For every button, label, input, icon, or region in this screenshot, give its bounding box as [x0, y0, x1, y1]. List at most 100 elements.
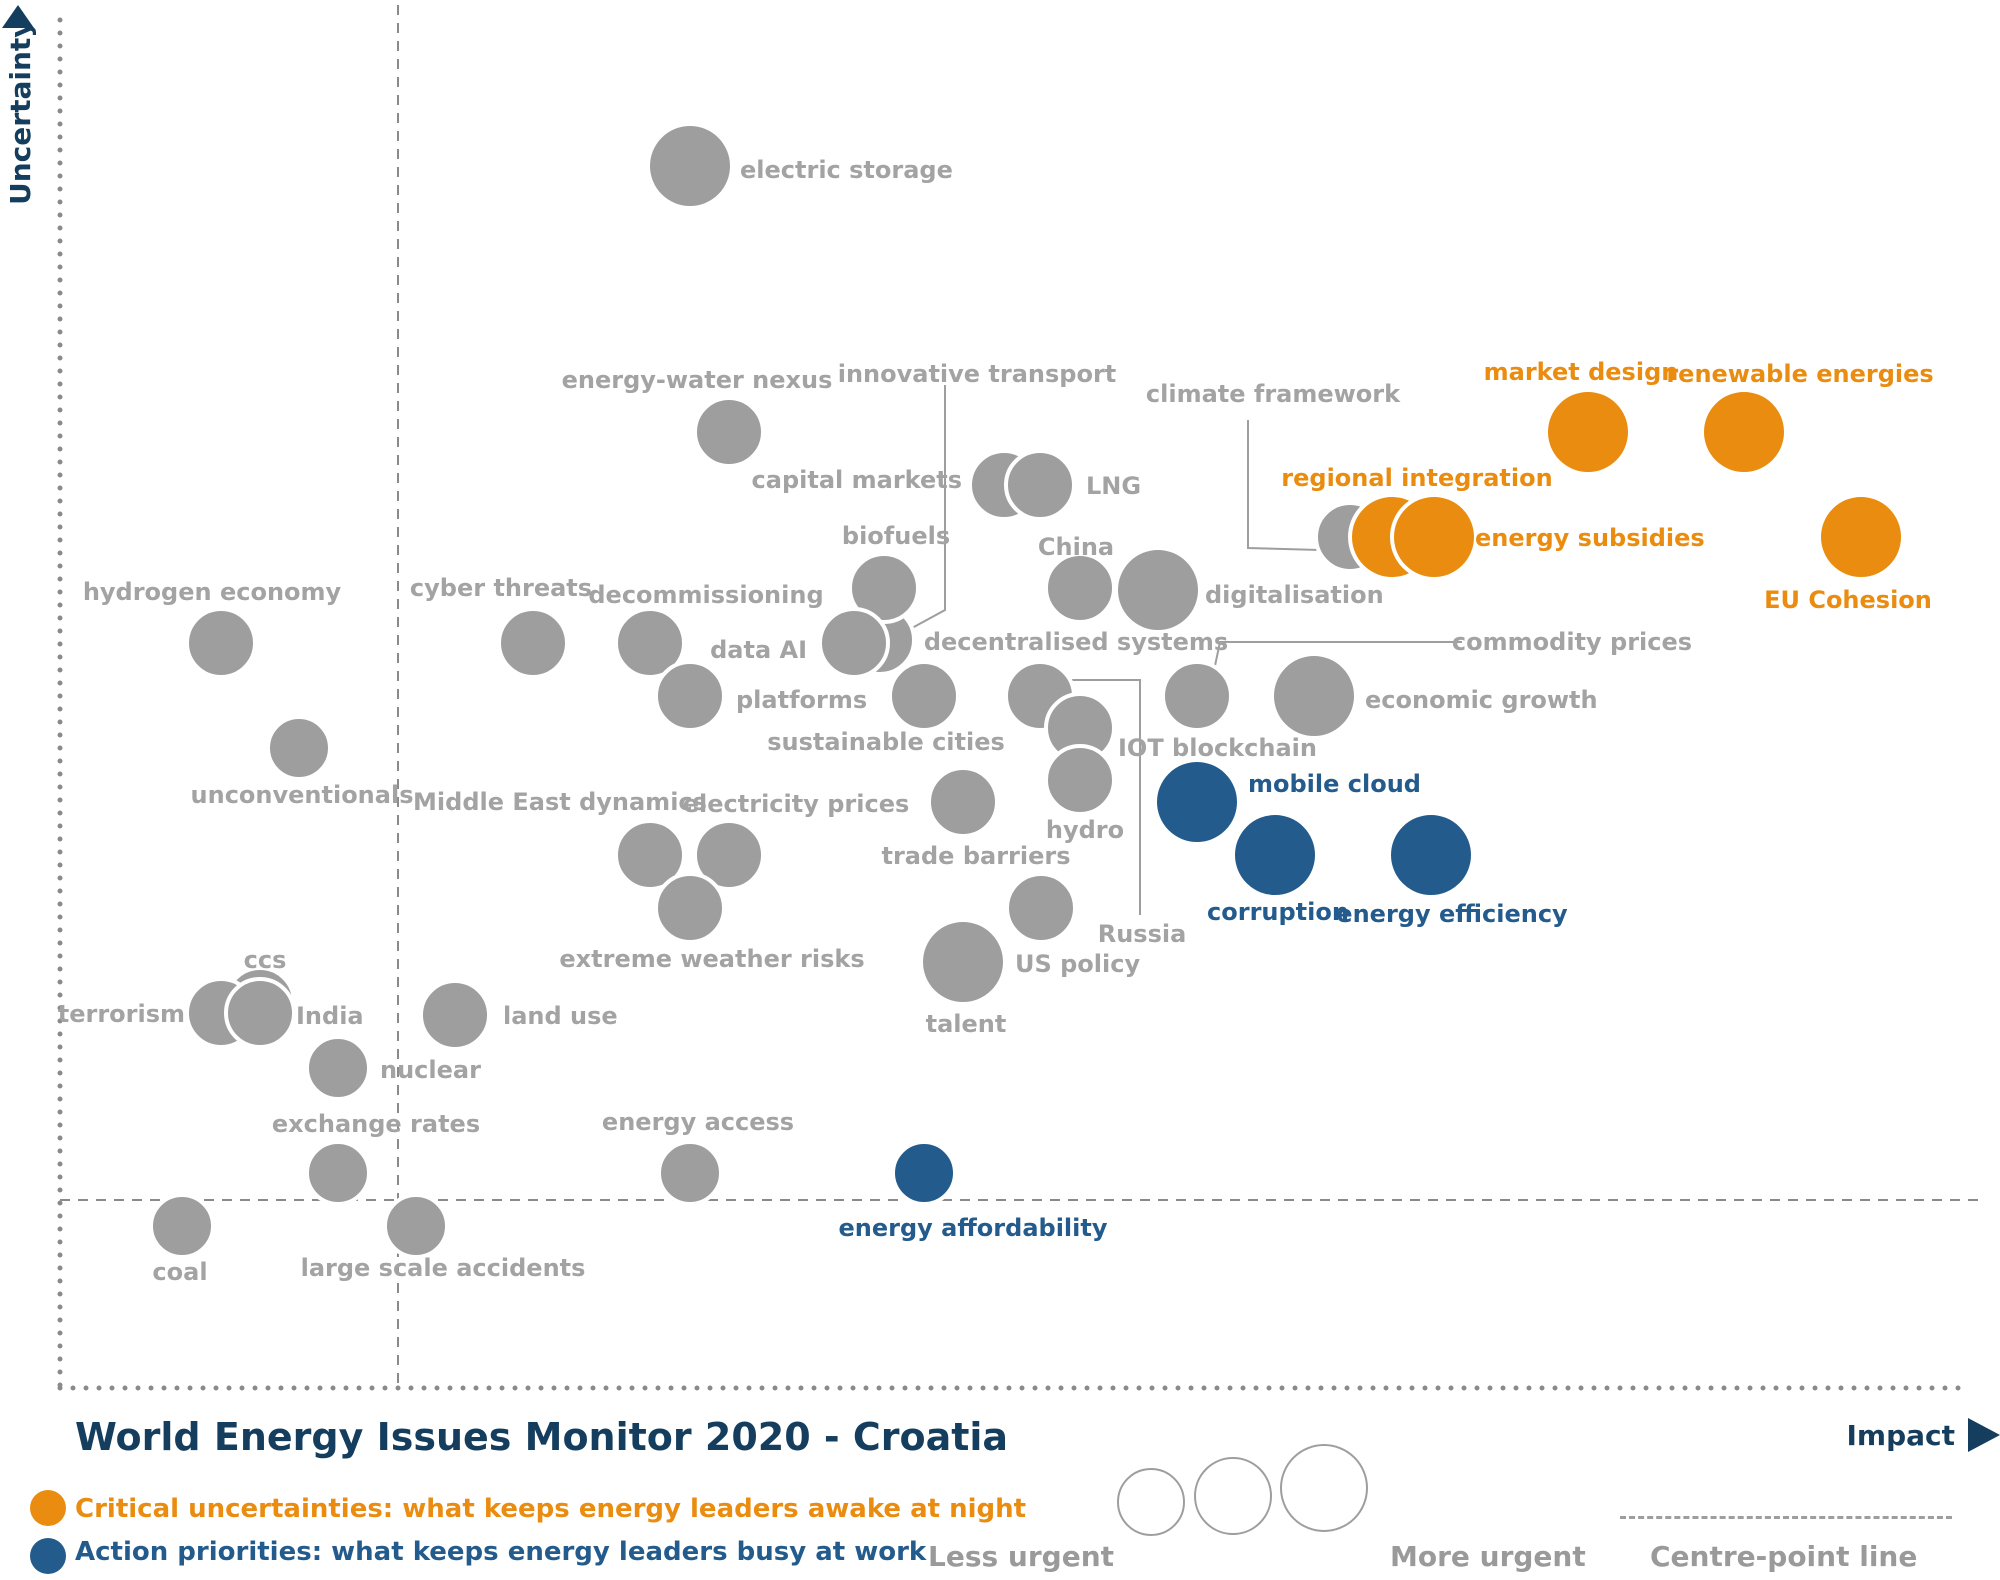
size-legend-medium-icon — [1194, 1457, 1272, 1535]
legend-more-urgent: More urgent — [1390, 1540, 1586, 1573]
bubble-china — [1044, 552, 1116, 624]
label-exchange-rates: exchange rates — [272, 1110, 480, 1138]
label-commodity-prices: commodity prices — [1452, 628, 1692, 656]
label-us-policy: US policy — [1015, 950, 1140, 978]
label-talent: talent — [926, 1010, 1007, 1038]
label-market-design: market design — [1484, 358, 1679, 386]
legend-centre-line: Centre-point line — [1650, 1540, 1918, 1573]
bubble-russia — [1005, 872, 1077, 944]
label-russia: Russia — [1098, 920, 1187, 948]
bubble-energy-affordability — [891, 1140, 957, 1206]
bubble-platforms — [654, 660, 726, 732]
label-iot-blockchain: IOT blockchain — [1118, 734, 1317, 762]
label-energy-efficiency: energy efficiency — [1336, 900, 1568, 928]
bubble-economic-growth — [1270, 652, 1358, 740]
action-legend-dot-icon — [30, 1538, 66, 1574]
bubble-digitalisation — [1114, 546, 1202, 634]
label-ccs: ccs — [244, 946, 287, 974]
legend-critical: Critical uncertainties: what keeps energ… — [75, 1494, 1027, 1524]
label-india: India — [296, 1002, 364, 1030]
label-climate-framework: climate framework — [1146, 380, 1401, 408]
bubble-market-design — [1544, 388, 1632, 476]
bubble-hydro — [1044, 744, 1116, 816]
leader-russia — [1065, 679, 1141, 915]
bubble-renewable-energies — [1700, 388, 1788, 476]
bubble-energy-water-nexus — [693, 396, 765, 468]
label-energy-access: energy access — [602, 1108, 794, 1136]
label-coal: coal — [152, 1258, 207, 1286]
y-axis-label: Uncertainty — [4, 19, 37, 205]
bubble-lng — [1004, 449, 1076, 521]
bubble-hydrogen-economy — [185, 607, 257, 679]
label-economic-growth: economic growth — [1365, 686, 1598, 714]
legend-action: Action priorities: what keeps energy lea… — [75, 1537, 927, 1567]
bubble-cyber-threats — [497, 607, 569, 679]
chart-title: World Energy Issues Monitor 2020 - Croat… — [75, 1415, 1009, 1459]
label-nuclear: nuclear — [380, 1056, 481, 1084]
label-corruption: corruption — [1207, 898, 1349, 926]
label-biofuels: biofuels — [842, 522, 950, 550]
label-platforms: platforms — [736, 686, 867, 714]
legend-less-urgent: Less urgent — [928, 1540, 1115, 1573]
label-capital-markets: capital markets — [752, 466, 962, 494]
bubble-electricity-prices — [693, 819, 765, 891]
bubble-eu-cohesion — [1817, 493, 1905, 581]
label-digitalisation: digitalisation — [1205, 581, 1384, 609]
bubble-trade-barriers — [927, 766, 999, 838]
label-sustainable-cities: sustainable cities — [767, 728, 1005, 756]
point-labels: electric storage energy-water nexus capita… — [58, 156, 1934, 1286]
bubble-energy-subsidies — [1390, 493, 1478, 581]
label-hydrogen-economy: hydrogen economy — [83, 578, 342, 606]
label-large-scale-accidents: large scale accidents — [301, 1254, 586, 1282]
bubble-land-use — [419, 979, 491, 1051]
bubble-unconventionals — [266, 715, 332, 781]
bubble-talent — [919, 918, 1007, 1006]
label-extreme-weather-risks: extreme weather risks — [559, 945, 864, 973]
label-mobile-cloud: mobile cloud — [1248, 770, 1421, 798]
label-energy-affordability: energy affordability — [839, 1214, 1108, 1242]
bubble-nuclear — [305, 1035, 371, 1101]
label-data-ai: data AI — [710, 636, 807, 664]
label-lng: LNG — [1086, 472, 1141, 500]
label-hydro: hydro — [1046, 816, 1124, 844]
centre-line-legend-icon — [1620, 1516, 1952, 1519]
label-land-use: land use — [503, 1002, 618, 1030]
label-electric-storage: electric storage — [740, 156, 953, 184]
bubble-mobile-cloud — [1153, 758, 1241, 846]
size-legend-large-icon — [1280, 1444, 1368, 1532]
label-cyber-threats: cyber threats — [410, 574, 592, 602]
size-legend-small-icon — [1117, 1468, 1185, 1536]
leader-climate-framework — [1247, 420, 1321, 551]
bubble-energy-access — [657, 1140, 723, 1206]
bubble-extreme-weather-risks — [654, 872, 726, 944]
bubble-large-scale-accidents — [383, 1193, 449, 1259]
label-decommissioning: decommissioning — [588, 581, 823, 609]
label-middle-east-dynamics: Middle East dynamics — [413, 788, 707, 816]
label-renewable-energies: renewable energies — [1666, 360, 1933, 388]
y-axis-arrow-icon — [2, 5, 34, 28]
label-unconventionals: unconventionals — [191, 781, 414, 809]
bubble-commodity-prices — [1161, 660, 1233, 732]
bubble-exchange-rates — [305, 1140, 371, 1206]
bubble-biofuels — [848, 552, 920, 624]
label-energy-subsidies: energy subsidies — [1475, 524, 1705, 552]
bubble-decommissioning — [614, 607, 686, 679]
label-decentralised-systems: decentralised systems — [924, 628, 1228, 656]
bubble-coal — [149, 1193, 215, 1259]
label-energy-water-nexus: energy-water nexus — [562, 366, 833, 394]
bubble-india — [224, 977, 296, 1049]
bubble-data-ai — [818, 607, 890, 679]
label-terrorism: terrorism — [58, 1000, 185, 1028]
bubble-electric-storage — [646, 122, 734, 210]
bubble-middle-east-dynamics — [614, 819, 686, 891]
label-regional-integration: regional integration — [1281, 464, 1552, 492]
bubble-sustainable-cities — [888, 660, 960, 732]
label-electricity-prices: electricity prices — [683, 790, 910, 818]
label-innovative-transport: innovative transport — [838, 360, 1117, 388]
critical-legend-dot-icon — [30, 1490, 66, 1526]
x-axis-label: Impact — [1846, 1419, 1955, 1452]
label-trade-barriers: trade barriers — [882, 842, 1071, 870]
x-axis-arrow-icon — [1968, 1418, 2000, 1452]
bubble-energy-efficiency — [1387, 811, 1475, 899]
